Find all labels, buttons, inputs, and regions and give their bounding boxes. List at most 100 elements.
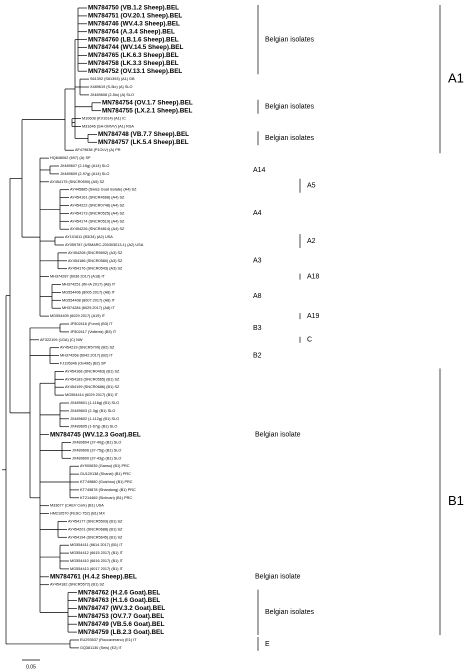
leaf-label: EU293537 (Roccaverano) (E1) IT — [80, 638, 137, 642]
leaf-label: AY101611 (B3/34) (A2) USA — [65, 235, 113, 239]
clade-label: E — [265, 641, 270, 648]
leaf-label: AY900639 (Gansu) (B1) PRC — [80, 464, 130, 468]
leaf-label: AY454226 (SNCR4814) (A4) SZ — [70, 227, 125, 231]
leaf-label: MN784755 (LX.2.1 Sheep).BEL — [102, 107, 192, 114]
leaf-label: JX489602 (1-112g) (B1) SLO — [70, 417, 119, 421]
clade-label: A18 — [307, 273, 320, 280]
clade-label: Belgian isolate — [255, 431, 301, 438]
clade-label: A1 — [448, 71, 464, 86]
leaf-label: GQ381130 (Seis) (E2) IT — [80, 646, 123, 650]
leaf-label: AY454173 (SNCR0525) (A4) SZ — [70, 211, 125, 215]
leaf-label: MN784762 (H.2.6 Goat).BEL — [78, 589, 160, 596]
clade-label: A2 — [307, 238, 316, 245]
leaf-label: MN784760 (LB.1.6 Sheep).BEL — [88, 36, 179, 43]
clade-label: Belgian isolates — [265, 135, 315, 142]
leaf-label: AY454175 (SNCR0590) (A5) SZ — [50, 180, 105, 184]
leaf-label: M10608 (KV1014) (A1) IC — [82, 117, 126, 121]
clade-label: B2 — [253, 352, 262, 359]
leaf-label: MN784763 (H.1.6 Goat).BEL — [78, 597, 160, 604]
leaf-label: MN784749 (VB.5.6 Goat).BEL — [78, 621, 165, 628]
leaf-label: AY445885 (Swiss Goat isolate) (A4) SZ — [70, 188, 137, 192]
leaf-label: MN784748 (VB.7.7 Sheep).BEL — [98, 131, 189, 138]
leaf-label: MG554409 (6029 2017) (A19) IT — [50, 314, 106, 318]
leaf-label: JF502416 (Fonni) (B3) IT — [70, 322, 113, 326]
leaf-label: AY454186 (SNCR0580) (A3) SZ — [68, 259, 123, 263]
leaf-label: MN784753 (OV.7.7 Goat).BEL — [78, 613, 164, 620]
leaf-label: MN784754 (OV.1.7 Sheep).BEL — [102, 99, 193, 106]
leaf-label: AY454177 (SNCR5593) (B1) SZ — [68, 520, 123, 524]
leaf-label: JX489607 (2-15g) (A14) SLO — [60, 164, 109, 168]
leaf-label: JF502417 (Volterra) (B3) IT — [70, 330, 117, 334]
leaf-label: GU120138 (Shanxi) (B1) PRC — [80, 472, 131, 476]
leaf-label: KT749878 (Shandong) (B1) PRC — [80, 488, 136, 492]
clade-label: Belgian isolate — [255, 574, 301, 581]
clade-label: A14 — [253, 167, 266, 174]
leaf-label: MG554411 (6614 2017) (B1) IT — [70, 543, 123, 547]
leaf-label: KT214469 (Sichuan) (B1) PRC — [80, 496, 132, 500]
leaf-label: MN784758 (LK.3.3 Sheep).BEL — [88, 60, 179, 67]
clade-label: A3 — [253, 258, 262, 265]
clade-label: C — [307, 337, 312, 344]
leaf-label: AY454219 (SNCR5709) (B2) SZ — [60, 346, 115, 350]
leaf-label: MH374251 (Ifn-IA 2017) (A8) IT — [62, 283, 116, 287]
leaf-label: JX489605 (1-67g) (B1) SLO — [70, 425, 117, 429]
leaf-label: MN784746 (WV.4.3 Sheep).BEL — [88, 20, 180, 27]
leaf-label: MG554410 (6616 2017) (B1) IT — [70, 559, 124, 563]
leaf-label: MN784764 (A.3.4 Sheep).BEL — [88, 28, 175, 35]
leaf-label: AY454199 (SNCR0686) (B1) SZ — [65, 385, 120, 389]
leaf-label: MN784744 (WV.14.5 Sheep).BEL — [88, 44, 183, 51]
leaf-label: MN784757 (LK.5.4 Sheep).BEL — [98, 139, 189, 146]
leaf-label: AY454201 (SNCR0688) (B1) SZ — [68, 527, 123, 531]
leaf-label: AY454208 (SNCR5692) (A3) SZ — [68, 251, 123, 255]
leaf-label: MH374284 (6029.2017) (A8) IT — [62, 306, 115, 310]
leaf-label: X489619 (S-5lo) (A) SLO — [90, 85, 132, 89]
leaf-label: MH374268 (6042.2017) (B2) IT — [60, 354, 113, 358]
clade-label: B3 — [253, 325, 262, 332]
leaf-label: HM210570 (FESC-752) (B1) MX — [50, 512, 105, 516]
leaf-label: MN784745 (WV.12.3 Goat).BEL — [50, 431, 141, 438]
leaf-label: KT749880 (Guizhou) (B1) PRC — [80, 480, 133, 484]
clade-label: Belgian isolates — [265, 104, 315, 111]
clade-label: B1 — [448, 493, 464, 508]
leaf-label: MN784747 (WV.3.2 Goat).BEL — [78, 605, 165, 612]
leaf-label: M33677 (CAEV Cork) (B1) USA — [50, 504, 104, 508]
leaf-label: MG554413 (6017 2017) (B1) IT — [70, 567, 124, 571]
leaf-label: MN784750 (VB.1.2 Sheep).BEL — [88, 5, 179, 12]
leaf-label: MH374287 (6036 2017) (A18) IT — [50, 275, 106, 279]
clade-label: A8 — [253, 293, 262, 300]
leaf-label: AF479638 (P1OLV) (A) PR — [75, 148, 121, 152]
leaf-label: MG554408 (8007.2017) (A8) IT — [62, 298, 116, 302]
leaf-label: MN784759 (LB.2.3 Goat).BEL — [78, 629, 164, 636]
leaf-label: AF322109 (1GA) (C) NW — [40, 338, 83, 342]
leaf-label: MG554406 (8005 2017) (A8) IT — [62, 290, 116, 294]
clade-label: Belgian isolates — [265, 609, 315, 616]
scale-label: 0.05 — [26, 664, 36, 670]
leaf-label: AY454182 (SNCR5572) (B1) SZ — [50, 583, 105, 587]
leaf-label: MN784761 (H.4.2 Sheep).BEL — [50, 573, 137, 580]
leaf-label: AY454194 (SNCR5645) (B1) SZ — [68, 535, 123, 539]
leaf-label: AY454222 (SNCR0748) (A4) SZ — [70, 204, 125, 208]
leaf-label: JX489609 (2-97g) (A14) SLO — [60, 172, 109, 176]
leaf-label: AY454176 (SNCR0543) (A3) SZ — [68, 267, 123, 271]
leaf-label: JX489608 (2-5lo) (A) SLO — [90, 93, 134, 97]
leaf-label: MN784751 (OV.20.1 Sheep).BEL — [88, 13, 182, 20]
leaf-label: MN784765 (LK.6.3 Sheep).BEL — [88, 52, 179, 59]
leaf-label: JX489600 (37-43g) (B1) SLO — [72, 456, 121, 460]
leaf-label: AY454174 (SNCR0519) (A4) SZ — [70, 219, 125, 223]
leaf-label: MG554412 (6615 2017) (B1) IT — [70, 551, 124, 555]
leaf-label: S61392 (S61393) (A1) GB — [90, 77, 135, 81]
clade-label: A5 — [307, 183, 316, 190]
leaf-label: JX489606 (37-75g) (B1) SLO — [72, 448, 121, 452]
leaf-label: JX489603 (2-3g) (B1) SLO — [70, 409, 115, 413]
leaf-label: M31646 (SA-OMVV) (A1) RSA — [82, 125, 134, 129]
leaf-label: JX489601 (1-116g) (B1) SLO — [70, 401, 119, 405]
leaf-label: AY454168 (SNCR0463) (B1) SZ — [65, 369, 120, 373]
leaf-label: JX489604 (37-40g) (B1) SLO — [72, 441, 121, 445]
clade-label: A19 — [307, 313, 320, 320]
leaf-label: FJ195346 (Ov496) (B2) SP — [60, 362, 106, 366]
leaf-label: MN784752 (OV.13.1 Sheep).BEL — [88, 68, 182, 75]
leaf-label: HQ848062 (697) (A) SP — [50, 156, 91, 160]
clade-label: A4 — [253, 210, 262, 217]
leaf-label: AY454161 (SNCR4668) (A4) SZ — [70, 196, 125, 200]
